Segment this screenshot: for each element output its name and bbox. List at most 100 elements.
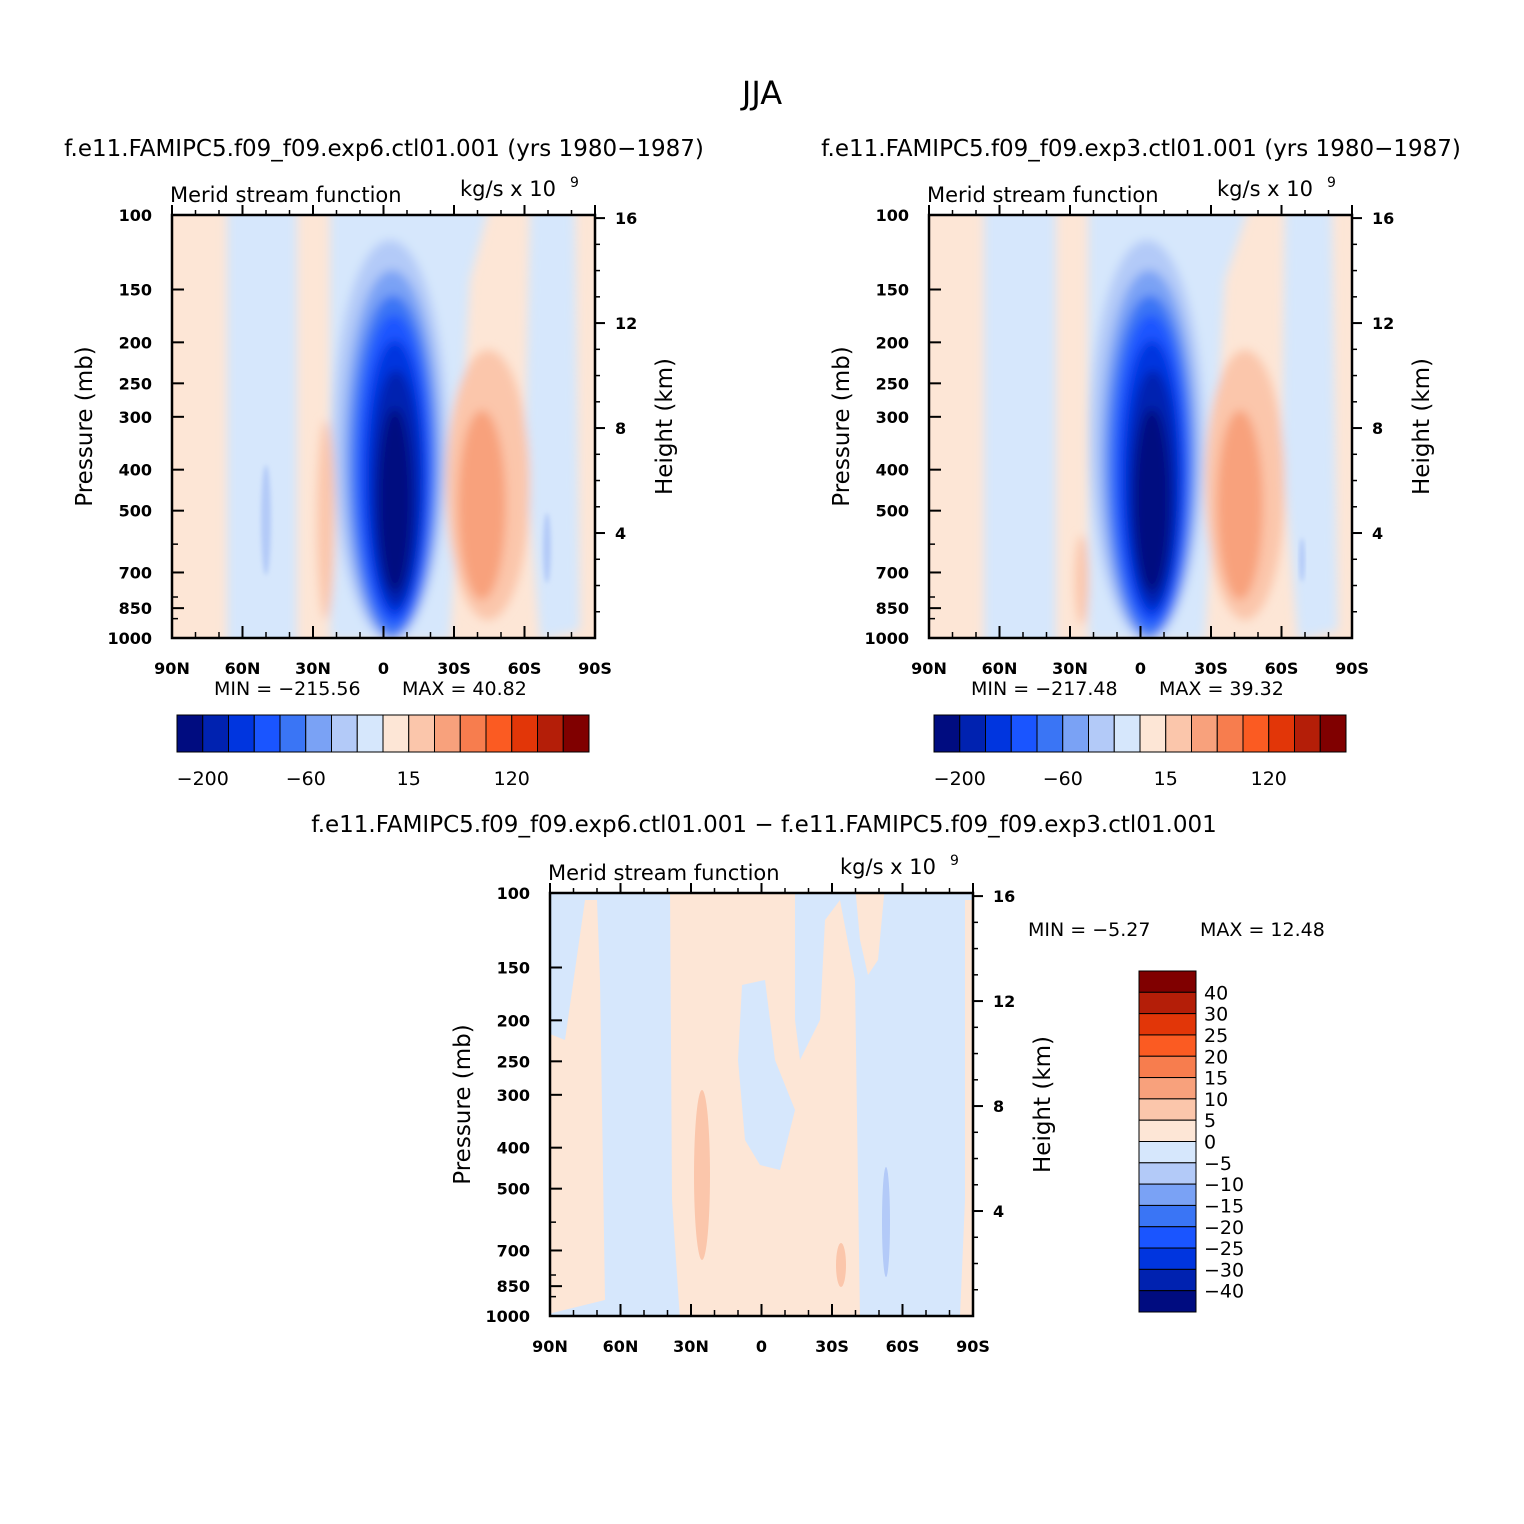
y-tick-label: 300 (497, 1086, 530, 1105)
y-tick-label: 100 (876, 206, 909, 225)
contour-small-negative-nh (261, 465, 271, 575)
colorbar-label: 20 (1204, 1046, 1228, 1068)
y-tick-label: 500 (497, 1180, 530, 1199)
x-tick-label: 30S (437, 659, 471, 678)
contour-positive-cell-level-2 (1217, 410, 1263, 600)
colorbar-top-left: −200 −60 15 120 (176, 714, 590, 790)
colorbar-box (1138, 1034, 1197, 1057)
colorbar-box (356, 714, 384, 753)
units-label-bottom: kg/s x 10 (840, 855, 936, 879)
contour-negative-sh (525, 215, 580, 638)
colorbar-top-right: −200 −60 15 120 (933, 714, 1347, 790)
y2-tick-label: 12 (993, 992, 1015, 1011)
colorbar-box (1216, 714, 1244, 753)
colorbar-label: 15 (397, 768, 421, 790)
colorbar-label: −60 (286, 768, 326, 790)
y-tick-label: 200 (876, 333, 909, 352)
y-tick-label: 250 (876, 374, 909, 393)
contour-small-positive-2 (836, 1243, 846, 1287)
plot-area-top-right (929, 215, 1352, 638)
colorbar-label: −10 (1204, 1174, 1244, 1196)
y-tick-label: 850 (119, 599, 152, 618)
colorbar-box (985, 714, 1012, 753)
colorbar-box (1165, 714, 1192, 753)
colorbar-box (279, 714, 307, 753)
x-tick-label: 60N (982, 659, 1018, 678)
plot-area-top-left (172, 215, 595, 638)
y-tick-label: 300 (876, 408, 909, 427)
colorbar-box (1138, 1268, 1197, 1292)
y-tick-label: 150 (119, 280, 152, 299)
y-tick-label: 700 (497, 1241, 530, 1260)
panel-top-right: f.e11.FAMIPC5.f09_f09.exp3.ctl01.001 (yr… (821, 136, 1461, 790)
x-tick-label: 30S (815, 1337, 849, 1356)
colorbar-label: −200 (934, 768, 986, 790)
y2-tick-label: 16 (993, 887, 1015, 906)
colorbar-label: 40 (1204, 982, 1228, 1004)
y-tick-label: 150 (876, 280, 909, 299)
y2-axis-label: Height (km) (1030, 1036, 1056, 1173)
colorbar-box (1138, 1290, 1197, 1313)
colorbar-label: 0 (1204, 1132, 1216, 1154)
y-tick-label: 850 (497, 1277, 530, 1296)
x-tick-label: 90N (911, 659, 947, 678)
y2-tick-label: 8 (993, 1097, 1004, 1116)
contour-negative-nh (984, 215, 1056, 638)
colorbar-label: 15 (1204, 1068, 1228, 1090)
colorbar-box (933, 714, 961, 753)
colorbar-box (959, 714, 986, 753)
colorbar-box (1319, 714, 1347, 753)
colorbar-label: −20 (1204, 1217, 1244, 1239)
y-tick-label: 250 (119, 374, 152, 393)
colorbar-box (1138, 1098, 1197, 1121)
x-tick-label: 90S (956, 1337, 990, 1356)
colorbar-box (228, 714, 255, 753)
y-tick-label: 500 (876, 502, 909, 521)
colorbar-box (1294, 714, 1321, 753)
colorbar-box (1088, 714, 1115, 753)
x-tick-label: 90S (578, 659, 612, 678)
colorbar-box (1138, 1013, 1197, 1036)
colorbar-box (253, 714, 281, 753)
y2-tick-label: 16 (1372, 209, 1394, 228)
x-tick-label: 90N (154, 659, 190, 678)
contour-cell-level-7 (378, 408, 412, 592)
contour-small-negative-sh (1299, 538, 1305, 582)
units-top-left: kg/s x 10 9 (460, 175, 579, 201)
colorbar-label: −15 (1204, 1195, 1244, 1217)
contour-positive-nh-strip (550, 900, 605, 1314)
y-tick-label: 850 (876, 599, 909, 618)
contour-small-positive-1 (694, 1090, 710, 1260)
colorbar-box (1138, 1077, 1197, 1100)
colorbar-box (511, 714, 538, 753)
x-tick-label: 30N (295, 659, 331, 678)
y2-tick-label: 8 (1372, 419, 1383, 438)
colorbar-label: 30 (1204, 1004, 1228, 1026)
colorbar-box (1138, 1226, 1197, 1249)
left-string-bottom: Merid stream function (548, 861, 780, 885)
y2-tick-label: 4 (615, 524, 626, 543)
y2-tick-label: 4 (1372, 524, 1383, 543)
units-label-top-left: kg/s x 10 (460, 177, 556, 201)
colorbar-box (1138, 1183, 1197, 1206)
y-tick-label: 1000 (485, 1307, 530, 1326)
plot-area-bottom (550, 893, 973, 1316)
y2-tick-label: 8 (615, 419, 626, 438)
colorbar-label: 10 (1204, 1089, 1228, 1111)
colorbar-box (459, 714, 487, 753)
colorbar-box (1139, 714, 1167, 753)
colorbar-label: −5 (1204, 1153, 1232, 1175)
x-tick-label: 0 (1135, 659, 1146, 678)
y-tick-label: 100 (119, 206, 152, 225)
colorbar-label: 15 (1154, 768, 1178, 790)
panel-top-left: f.e11.FAMIPC5.f09_f09.exp6.ctl01.001 (yr… (64, 136, 704, 790)
figure-title: JJA (740, 74, 782, 112)
y-axis-label: Pressure (mb) (450, 1024, 476, 1184)
colorbar-box (331, 714, 358, 753)
x-tick-label: 60N (603, 1337, 639, 1356)
colorbar-label: −60 (1043, 768, 1083, 790)
colorbar-box (485, 714, 513, 753)
colorbar-box (1138, 1204, 1197, 1228)
